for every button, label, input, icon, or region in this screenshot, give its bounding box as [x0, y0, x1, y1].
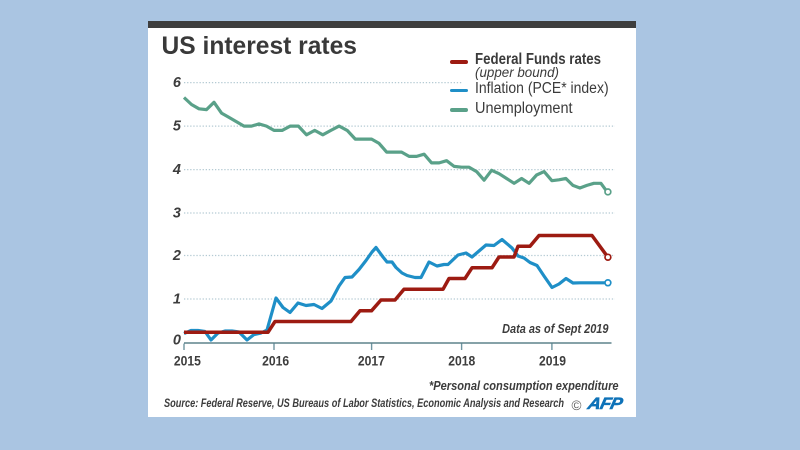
svg-text:5: 5: [173, 119, 182, 135]
svg-text:6: 6: [173, 75, 182, 91]
svg-text:2015: 2015: [174, 353, 201, 369]
svg-text:4: 4: [172, 162, 181, 178]
svg-text:1: 1: [173, 292, 181, 308]
svg-text:2019: 2019: [539, 353, 566, 369]
svg-text:3: 3: [173, 206, 181, 222]
svg-text:2018: 2018: [448, 353, 475, 369]
svg-text:2016: 2016: [262, 353, 289, 369]
svg-text:2017: 2017: [358, 353, 385, 369]
svg-text:2: 2: [172, 248, 181, 264]
svg-text:0: 0: [173, 333, 181, 349]
